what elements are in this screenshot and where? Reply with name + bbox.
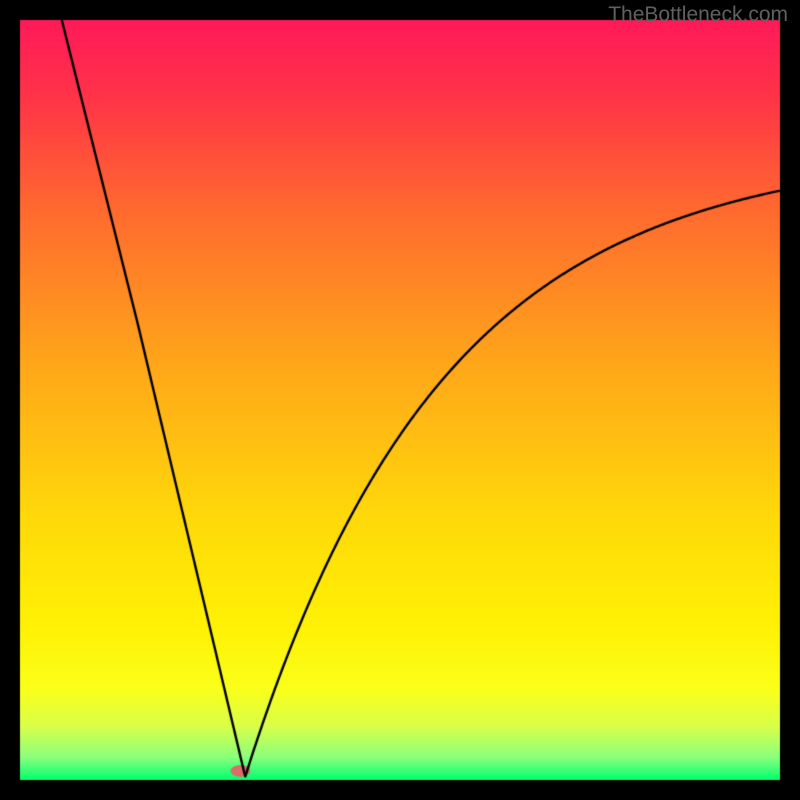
- chart-container: TheBottleneck.com: [0, 0, 800, 800]
- bottleneck-v-curve-chart: [0, 0, 800, 800]
- watermark-text: TheBottleneck.com: [608, 3, 788, 27]
